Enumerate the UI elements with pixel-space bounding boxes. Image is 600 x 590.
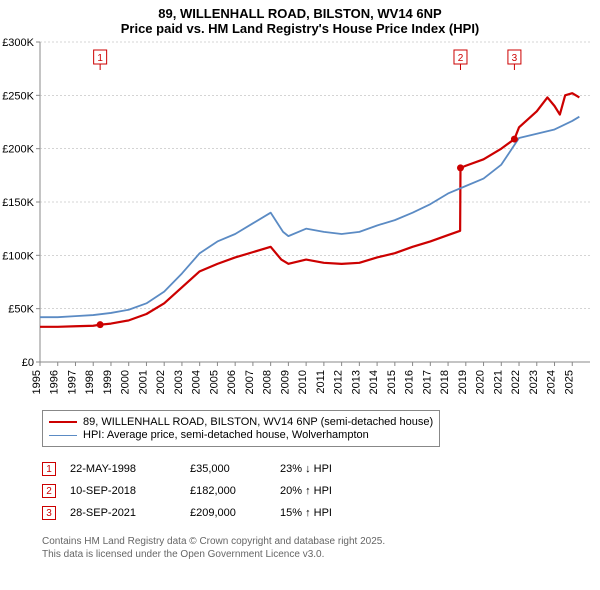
- footer-line1: Contains HM Land Registry data © Crown c…: [42, 536, 385, 549]
- y-tick-label: £300K: [2, 37, 34, 49]
- legend-label: 89, WILLENHALL ROAD, BILSTON, WV14 6NP (…: [83, 416, 433, 428]
- x-tick-label: 2017: [421, 370, 433, 394]
- marker-table-date: 22-MAY-1998: [70, 463, 190, 475]
- marker-table-date: 10-SEP-2018: [70, 485, 190, 497]
- marker-table-row: 2 10-SEP-2018£182,00020% ↑ HPI: [42, 480, 390, 502]
- y-tick-label: £100K: [2, 250, 34, 262]
- y-tick-label: £50K: [8, 304, 34, 316]
- x-tick-label: 2013: [350, 370, 362, 394]
- marker-table-num: 2: [42, 484, 56, 498]
- series-price_paid: [40, 93, 579, 327]
- x-tick-label: 2022: [510, 370, 522, 394]
- x-tick-label: 2007: [244, 370, 256, 394]
- marker-dot: [511, 136, 518, 143]
- x-tick-label: 2018: [439, 370, 451, 394]
- marker-table-num: 3: [42, 506, 56, 520]
- marker-table-price: £209,000: [190, 507, 280, 519]
- marker-table-price: £35,000: [190, 463, 280, 475]
- x-tick-label: 2025: [563, 370, 575, 394]
- legend-row: 89, WILLENHALL ROAD, BILSTON, WV14 6NP (…: [49, 416, 433, 428]
- marker-flag-num: 3: [512, 53, 518, 64]
- marker-table-price: £182,000: [190, 485, 280, 497]
- legend-swatch: [49, 421, 77, 423]
- marker-dot: [457, 164, 464, 171]
- x-tick-label: 2021: [492, 370, 504, 394]
- y-tick-label: £250K: [2, 90, 34, 102]
- y-tick-label: £0: [22, 357, 34, 369]
- x-tick-label: 1997: [66, 370, 78, 394]
- x-tick-label: 2001: [137, 370, 149, 394]
- y-tick-label: £150K: [2, 197, 34, 209]
- marker-table-num: 1: [42, 462, 56, 476]
- x-tick-label: 1999: [102, 370, 114, 394]
- x-tick-label: 2000: [120, 370, 132, 394]
- x-tick-label: 2014: [368, 370, 380, 394]
- x-tick-label: 2009: [279, 370, 291, 394]
- chart-svg: £0 £50K £100K £150K £200K £250K £300K 1995 1996 1…: [0, 0, 600, 412]
- x-tick-label: 2003: [173, 370, 185, 394]
- x-tick-label: 2024: [546, 370, 558, 394]
- marker-flag-num: 1: [97, 53, 103, 64]
- x-tick-label: 2020: [475, 370, 487, 394]
- legend: 89, WILLENHALL ROAD, BILSTON, WV14 6NP (…: [42, 410, 440, 447]
- x-tick-label: 2015: [386, 370, 398, 394]
- legend-swatch: [49, 435, 77, 436]
- x-tick-label: 1996: [49, 370, 61, 394]
- x-tick-label: 2019: [457, 370, 469, 394]
- x-tick-label: 2012: [333, 370, 345, 394]
- x-tick-label: 1998: [84, 370, 96, 394]
- x-tick-label: 2011: [315, 370, 327, 394]
- y-tick-label: £200K: [2, 144, 34, 156]
- marker-flag-num: 2: [458, 53, 464, 64]
- series-hpi: [40, 117, 579, 318]
- marker-table-date: 28-SEP-2021: [70, 507, 190, 519]
- marker-table-delta: 23% ↓ HPI: [280, 463, 390, 475]
- markers-table: 1 22-MAY-1998£35,00023% ↓ HPI 2 10-SEP-2018…: [42, 458, 390, 524]
- x-tick-label: 2023: [528, 370, 540, 394]
- legend-row: HPI: Average price, semi-detached house,…: [49, 429, 433, 441]
- marker-table-row: 3 28-SEP-2021£209,00015% ↑ HPI: [42, 502, 390, 524]
- x-tick-label: 2005: [208, 370, 220, 394]
- x-tick-label: 1995: [31, 370, 43, 394]
- marker-table-row: 1 22-MAY-1998£35,00023% ↓ HPI: [42, 458, 390, 480]
- x-tick-label: 2016: [404, 370, 416, 394]
- x-tick-label: 2010: [297, 370, 309, 394]
- marker-table-delta: 15% ↑ HPI: [280, 507, 390, 519]
- x-tick-label: 2002: [155, 370, 167, 394]
- footer-line2: This data is licensed under the Open Gov…: [42, 549, 385, 562]
- x-tick-label: 2006: [226, 370, 238, 394]
- x-tick-label: 2008: [262, 370, 274, 394]
- footer-attribution: Contains HM Land Registry data © Crown c…: [42, 536, 385, 561]
- legend-label: HPI: Average price, semi-detached house,…: [83, 429, 369, 441]
- x-tick-label: 2004: [191, 370, 203, 394]
- marker-table-delta: 20% ↑ HPI: [280, 485, 390, 497]
- marker-dot: [97, 321, 104, 328]
